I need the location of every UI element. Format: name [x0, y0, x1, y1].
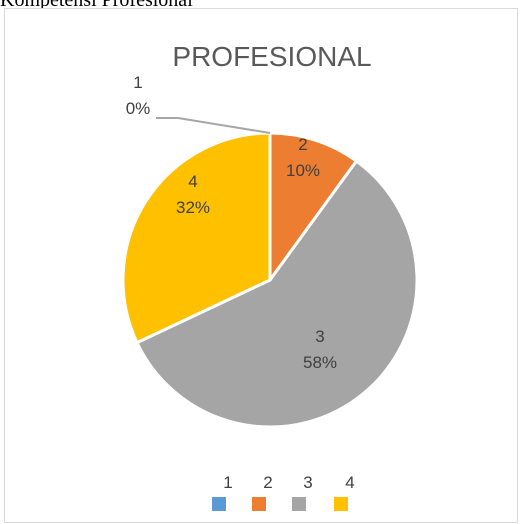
data-label-percent-4: 32%	[176, 198, 210, 217]
data-label-percent-2: 10%	[286, 161, 320, 180]
data-label-percent-3: 58%	[303, 353, 337, 372]
chart-title: PROFESIONAL	[172, 41, 371, 72]
pie-slice-3	[134, 158, 419, 429]
legend-label-3: 3	[303, 473, 312, 492]
legend-swatch-3	[292, 497, 306, 511]
legend-swatch-1	[212, 497, 226, 511]
data-label-percent-1: 0%	[126, 99, 151, 118]
legend-label-1: 1	[223, 473, 232, 492]
legend-label-2: 2	[263, 473, 272, 492]
legend-label-4: 4	[345, 473, 354, 492]
data-label-category-4: 4	[188, 172, 197, 191]
pie-slice-4	[121, 131, 272, 345]
data-labels: 10%210%358%432%	[126, 73, 337, 372]
pie-slice-2	[268, 131, 359, 285]
legend-swatch-2	[252, 497, 266, 511]
leader-line-1	[156, 117, 271, 134]
data-label-category-1: 1	[133, 73, 142, 92]
figure-caption: Kompetensi Profesional	[0, 0, 193, 11]
legend: 1 2 3 4	[212, 473, 355, 511]
legend-swatch-4	[334, 497, 348, 511]
data-label-category-3: 3	[315, 327, 324, 346]
data-label-category-2: 2	[298, 135, 307, 154]
pie-slices	[121, 131, 419, 429]
